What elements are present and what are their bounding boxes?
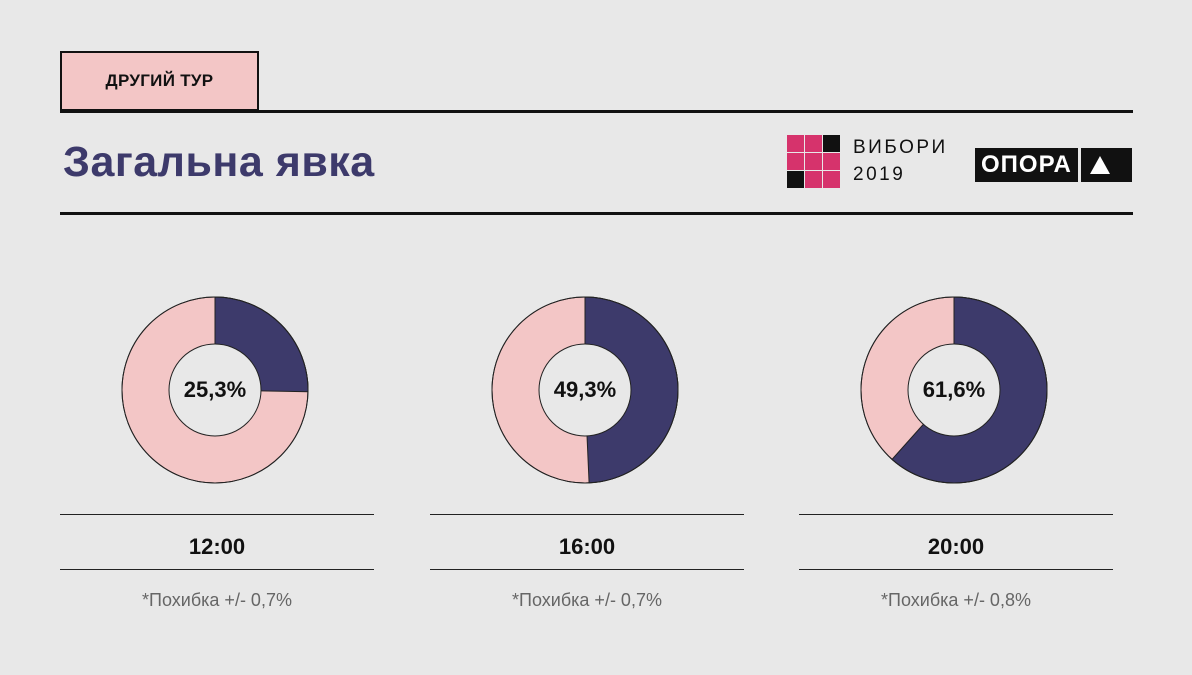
opora-logo-text: ОПОРА — [981, 151, 1072, 178]
donut-value-label: 49,3% — [553, 377, 617, 402]
vybory-grid-icon — [787, 135, 840, 188]
panel-bottom-rule — [60, 569, 374, 570]
panel-bottom-rule — [430, 569, 744, 570]
header-top-rule — [60, 110, 1133, 113]
round-tag: ДРУГИЙ ТУР — [60, 51, 259, 111]
donut-value-label: 61,6% — [922, 377, 986, 402]
panel-top-rule — [60, 514, 374, 515]
donut-svg — [121, 296, 309, 484]
donut-value-label: 25,3% — [183, 377, 247, 402]
donut-hole — [907, 343, 1001, 437]
vybory-logo-text: ВИБОРИ — [853, 137, 948, 158]
page-title: Загальна явка — [63, 138, 375, 186]
triangle-icon — [1089, 156, 1110, 174]
panel-top-rule — [799, 514, 1113, 515]
turnout-donut-chart: 61,6% — [860, 296, 1048, 484]
donut-outline — [121, 296, 309, 484]
time-label: 16:00 — [558, 534, 616, 559]
donut-hole — [538, 343, 632, 437]
margin-of-error-note: *Похибка +/- 0,7% — [512, 590, 662, 610]
time-label: 12:00 — [188, 534, 246, 559]
donut-outline — [491, 296, 679, 484]
time-label: 20:00 — [927, 534, 985, 559]
donut-hole — [168, 343, 262, 437]
margin-of-error-note: *Похибка +/- 0,8% — [881, 590, 1031, 610]
opora-logo-divider — [1077, 148, 1081, 182]
donut-svg — [860, 296, 1048, 484]
turnout-donut-chart: 49,3% — [491, 296, 679, 484]
header-bottom-rule — [60, 212, 1133, 215]
donut-outline — [860, 296, 1048, 484]
panel-top-rule — [430, 514, 744, 515]
panel-bottom-rule — [799, 569, 1113, 570]
opora-logo: ОПОРА — [975, 148, 1132, 182]
turnout-donut-chart: 25,3% — [121, 296, 309, 484]
margin-of-error-note: *Похибка +/- 0,7% — [142, 590, 292, 610]
donut-svg — [491, 296, 679, 484]
vybory-logo-year: 2019 — [853, 164, 906, 185]
